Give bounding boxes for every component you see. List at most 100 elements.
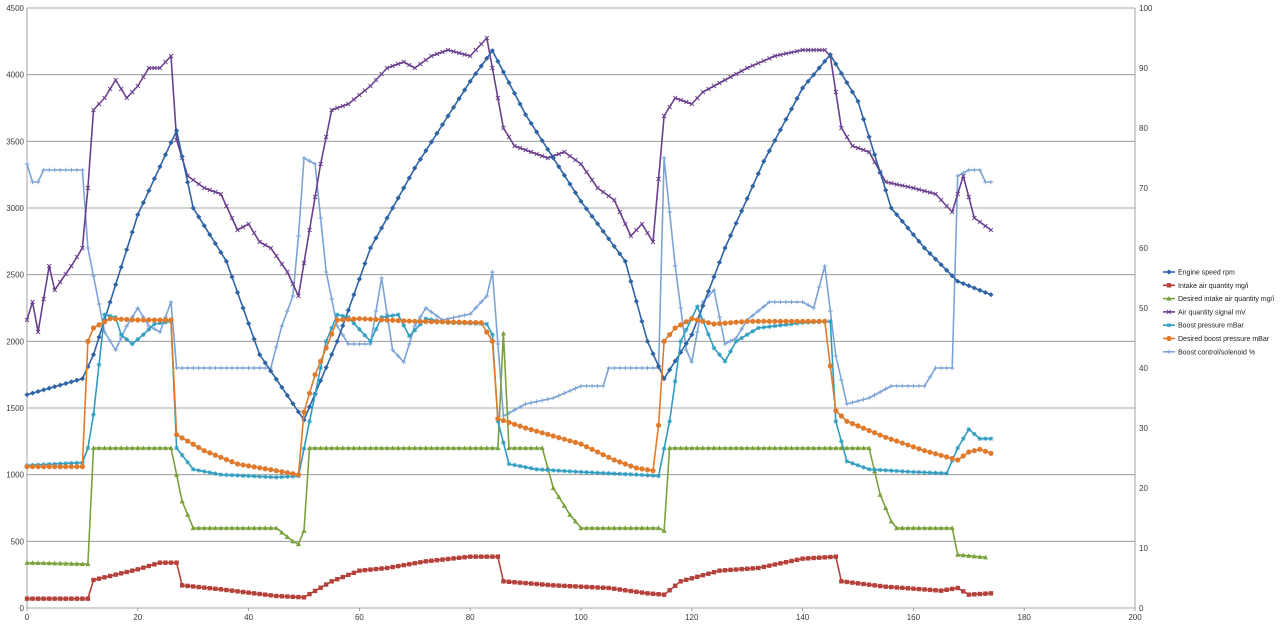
series-air-quantity-signal-mv-point [855,145,861,151]
series-boost-control-solenoid-point [650,365,656,371]
series-desired-intake-air-quantity-mg-i-point [860,445,867,451]
y-tick-label: 2500 [6,271,24,280]
series-boost-control-solenoid-point [235,365,240,371]
series-boost-pressure-mbar-point [124,337,130,342]
series-boost-pressure-mbar-point [894,468,900,474]
series-engine-speed-rpm-point [655,363,662,369]
series-boost-pressure-mbar-point [728,349,733,354]
series-boost-control-solenoid-point [429,309,434,315]
series-air-quantity-signal-mv-point [69,263,74,269]
series-boost-control-solenoid-point [855,398,861,404]
series-boost-pressure-mbar-point [190,467,196,472]
series-desired-boost-pressure-mbar-point [24,464,30,470]
series-boost-pressure-mbar-point [118,332,124,337]
y2-tick-label: 20 [1139,484,1148,493]
series-desired-intake-air-quantity-mg-i-point [689,445,695,451]
series-air-quantity-signal-mv-point [501,125,506,131]
legend-item-boost-pressure-mbar: Boost pressure mBar [1163,323,1244,330]
series-engine-speed-rpm-point [63,380,69,387]
series-desired-boost-pressure-mbar-point [412,318,418,324]
y-tick-label: 3000 [6,204,24,213]
series-boost-control-solenoid-point [839,377,844,383]
series-desired-boost-pressure-mbar-point [860,425,867,431]
series-engine-speed-rpm-point [185,179,191,185]
series-engine-speed-rpm-point [761,158,767,164]
series-engine-speed-rpm [24,48,994,423]
y-tick-label: 0 [20,604,25,613]
series-boost-control-solenoid-point [949,365,955,371]
series-desired-intake-air-quantity-mg-i-point [439,445,446,451]
series-air-quantity-signal-mv-point [473,47,479,53]
series-air-quantity-signal-mv-point [744,65,750,71]
series-boost-control-solenoid-point [584,383,589,389]
series-intake-air-quantity-mg-i-point [307,591,312,597]
series-desired-intake-air-quantity-mg-i-point [306,445,313,451]
series-engine-speed-rpm-point [827,52,833,58]
series-boost-control-solenoid-point [46,167,52,173]
series-boost-pressure-mbar-point [983,436,988,441]
series-intake-air-quantity-mg-i-point [828,554,833,560]
series-desired-intake-air-quantity-mg-i-point [473,445,479,451]
series-air-quantity-signal-mv-point [639,221,645,227]
series-desired-boost-pressure-mbar-point [883,434,889,440]
series-air-quantity-signal-mv-point [822,47,828,53]
series-engine-speed-rpm-point [52,384,58,390]
series-desired-boost-pressure-mbar-point [849,421,856,427]
series-desired-boost-pressure-mbar-point [905,442,911,448]
series-intake-air-quantity-mg-i-point [600,585,606,590]
x-tick-label: 160 [907,613,921,622]
series-boost-control-solenoid-point [96,301,102,307]
series-boost-control-solenoid-point [157,329,163,335]
series-intake-air-quantity-mg-i-point [783,559,789,565]
series-desired-boost-pressure-mbar-point [578,441,584,447]
series-desired-intake-air-quantity-mg-i-point [257,525,263,531]
series-air-quantity-signal-mv-point [717,80,722,86]
series-boost-pressure-mbar-point [351,321,357,326]
series-boost-control-solenoid-point [755,308,761,314]
series-intake-air-quantity-mg-i-point [191,584,196,589]
series-air-quantity-signal-mv-point [329,107,335,113]
series-air-quantity-signal-mv-point [462,52,467,57]
y2-tick-label: 60 [1139,244,1148,253]
legend-swatch-marker [1166,269,1172,275]
series-air-quantity-signal-mv-point [595,185,600,191]
series-desired-boost-pressure-mbar-point [334,317,340,323]
series-desired-boost-pressure-mbar-point [595,449,601,455]
series-desired-intake-air-quantity-mg-i-point [888,518,894,524]
series-desired-intake-air-quantity-mg-i-point [484,445,490,451]
series-desired-intake-air-quantity-mg-i-point [628,525,634,531]
series-desired-boost-pressure-mbar-point [101,319,108,325]
series-intake-air-quantity-mg-i-point [794,557,800,563]
series-desired-boost-pressure-mbar-point [550,433,556,439]
series-boost-control-solenoid-point [634,365,639,371]
series-air-quantity-signal-mv-point [567,153,573,159]
series-boost-pressure-mbar-point [695,304,700,309]
series-boost-control-solenoid-point [290,293,296,299]
series-engine-speed-rpm-point [944,267,950,273]
series-engine-speed-rpm-point [384,215,390,221]
series-air-quantity-signal-mv-point [634,227,639,233]
series-desired-intake-air-quantity-mg-i-point [916,525,922,531]
series-air-quantity-signal-mv-point [74,254,80,260]
series-intake-air-quantity-mg-i-point [606,585,611,591]
series-boost-control-solenoid-point [534,399,539,404]
series-desired-intake-air-quantity-mg-i-point [135,445,141,451]
series-air-quantity-signal-mv-point [800,47,805,53]
series-desired-boost-pressure-mbar-point [395,317,401,324]
x-tick-label: 100 [574,613,588,622]
series-desired-boost-pressure-mbar-point [384,317,390,323]
series-desired-intake-air-quantity-mg-i-point [268,525,274,531]
series-boost-control-solenoid-point [844,401,850,407]
series-boost-pressure-mbar-point [866,467,872,472]
series-boost-pressure-mbar-point [656,473,661,479]
series-air-quantity-signal-mv-point [152,65,157,71]
series-air-quantity-signal-mv-point [118,86,124,92]
series-boost-control-solenoid-point [883,386,888,392]
series-air-quantity-signal-mv-point [273,253,279,259]
series-intake-air-quantity-mg-i-point [69,596,74,601]
series-intake-air-quantity-mg-i-point [379,566,384,571]
series-layer [24,35,994,601]
series-air-quantity-signal-mv-point [922,188,927,194]
series-engine-speed-rpm-point [279,384,285,390]
series-desired-intake-air-quantity-mg-i-point [910,525,916,531]
